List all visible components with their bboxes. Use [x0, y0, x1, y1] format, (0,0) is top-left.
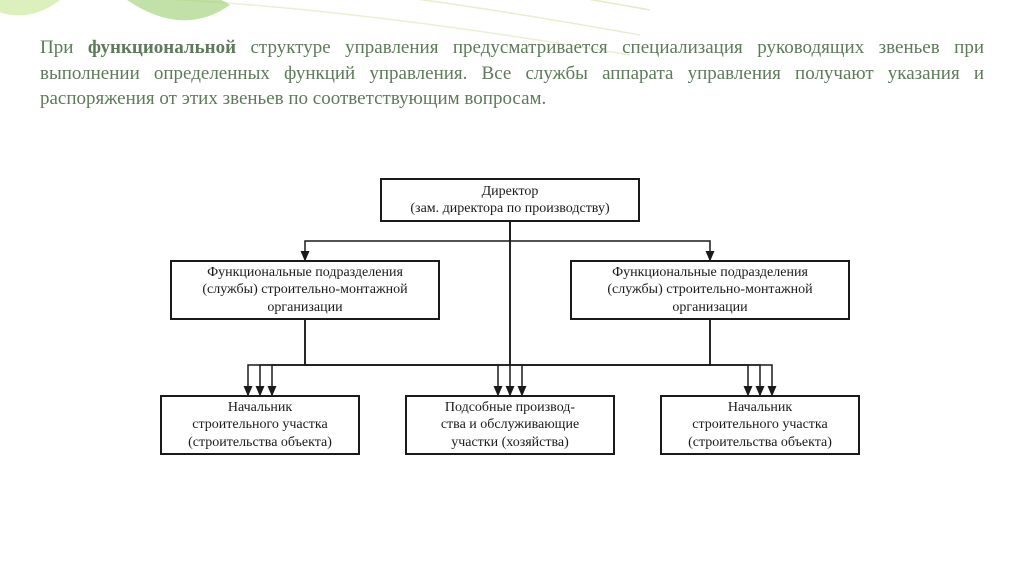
edge-director-func_right	[510, 222, 710, 260]
edge-director-func_left	[305, 222, 510, 260]
connectors-layer	[130, 170, 880, 530]
edge-func_left-aux	[305, 320, 498, 395]
edge-func_right-chief_left	[272, 320, 710, 395]
node-func_left: Функциональные подразделения(службы) стр…	[170, 260, 440, 320]
para-bold: функциональной	[88, 37, 236, 58]
node-chief_left: Начальникстроительного участка(строитель…	[160, 395, 360, 455]
para-prefix: При	[40, 37, 88, 58]
edge-func_right-aux	[522, 320, 710, 395]
org-chart: Директор(зам. директора по производству)…	[130, 170, 880, 530]
node-aux: Подсобные производ-ства и обслуживающиеу…	[405, 395, 615, 455]
node-func_right: Функциональные подразделения(службы) стр…	[570, 260, 850, 320]
node-director: Директор(зам. директора по производству)	[380, 178, 640, 222]
edge-func_left-chief_right	[305, 320, 748, 395]
edge-func_left-chief_left	[248, 320, 305, 395]
description-paragraph: При функциональной структуре управления …	[40, 35, 984, 112]
edge-func_right-chief_right	[710, 320, 772, 395]
node-chief_right: Начальникстроительного участка(строитель…	[660, 395, 860, 455]
